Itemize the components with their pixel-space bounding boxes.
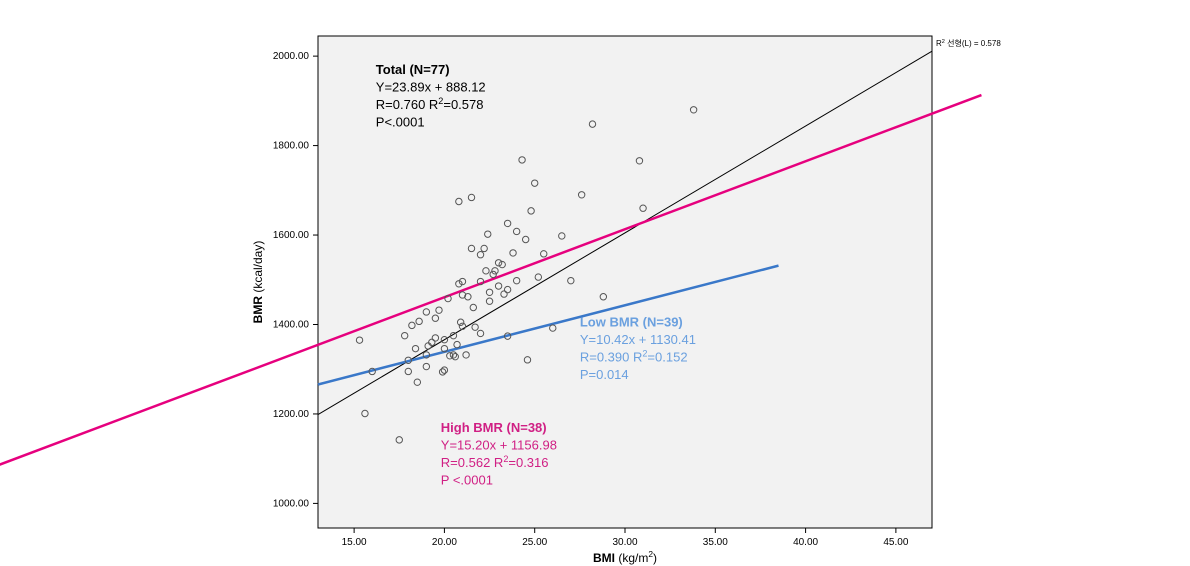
annotation-total_block-line: Y=23.89x + 888.12 <box>376 80 486 95</box>
annotation-high_block-line: R=0.562 R2=0.316 <box>441 454 549 470</box>
y-tick-label: 1400.00 <box>273 319 310 330</box>
annotation-high_block-line: P <.0001 <box>441 472 493 487</box>
y-tick-label: 1200.00 <box>273 409 310 420</box>
annotation-high_block-line: Y=15.20x + 1156.98 <box>441 437 557 452</box>
x-tick-label: 15.00 <box>342 537 367 548</box>
x-axis-title: BMI (kg/m2) <box>593 549 657 565</box>
annotation-high_block-line: High BMR (N=38) <box>441 420 547 435</box>
y-tick-label: 1000.00 <box>273 498 310 509</box>
x-tick-label: 20.00 <box>432 537 457 548</box>
y-tick-label: 2000.00 <box>273 51 310 62</box>
x-tick-label: 30.00 <box>612 537 637 548</box>
annotation-low_block-line: Low BMR (N=39) <box>580 314 683 329</box>
x-tick-label: 40.00 <box>793 537 818 548</box>
annotation-total_block-line: R=0.760 R2=0.578 <box>376 96 484 112</box>
annotation-total_block-line: P<.0001 <box>376 115 425 130</box>
annotation-low_block-line: R=0.390 R2=0.152 <box>580 348 688 364</box>
r2-note: R2 선형(L) = 0.578 <box>936 39 1001 48</box>
annotation-total_block-line: Total (N=77) <box>376 62 450 77</box>
scatter-regression-chart: 15.00 20.00 25.00 30.00 35.00 40.00 45.00 1000.… <box>0 0 1190 566</box>
y-tick-label: 1600.00 <box>273 230 310 241</box>
annotation-low_block-line: Y=10.42x + 1130.41 <box>580 332 696 347</box>
annotation-low_block-line: P=0.014 <box>580 367 629 382</box>
y-axis-title: BMR (kcal/day) <box>251 241 265 324</box>
chart-container: 15.00 20.00 25.00 30.00 35.00 40.00 45.00 1000.… <box>0 0 1190 566</box>
x-tick-label: 25.00 <box>522 537 547 548</box>
x-tick-label: 35.00 <box>703 537 728 548</box>
x-tick-label: 45.00 <box>883 537 908 548</box>
y-tick-label: 1800.00 <box>273 141 310 152</box>
